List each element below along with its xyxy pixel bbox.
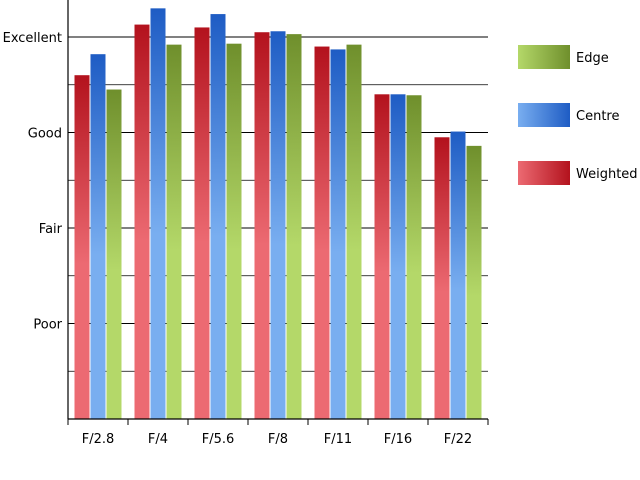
bar-weighted-f-16 (374, 94, 390, 420)
bar-edge-f-16 (406, 95, 422, 419)
y-tick-label-excellent: Excellent (3, 31, 62, 46)
bar-edge-f-8 (286, 34, 302, 419)
bar-edge-f-22 (466, 145, 482, 419)
x-tick-label-f-16: F/16 (384, 432, 412, 447)
x-tick-label-f-2-8: F/2.8 (82, 432, 115, 447)
bar-weighted-f-4 (134, 24, 150, 420)
legend-swatch-weighted (518, 161, 570, 185)
bar-centre-f-16 (390, 94, 406, 420)
bar-centre-f-2-8 (90, 54, 106, 419)
bar-centre-f-4 (150, 8, 166, 419)
y-tick-labels: Poor Fair Good Excellent (3, 31, 63, 333)
legend-swatch-centre (518, 103, 570, 127)
bar-edge-f-4 (166, 44, 182, 419)
bar-weighted-f-2-8 (74, 75, 90, 419)
bar-weighted-f-22 (434, 137, 450, 419)
bar-weighted-f-8 (254, 32, 270, 419)
bar-weighted-f-5-6 (194, 27, 210, 419)
y-tick-label-fair: Fair (39, 222, 63, 237)
bars (74, 8, 482, 420)
bar-centre-f-8 (270, 31, 286, 420)
bar-edge-f-2-8 (106, 89, 122, 420)
y-tick-label-good: Good (28, 127, 62, 142)
legend-label-weighted: Weighted (576, 167, 638, 182)
legend: Edge Centre Weighted (518, 45, 638, 185)
bar-weighted-f-11 (314, 46, 330, 420)
legend-swatch-edge (518, 45, 570, 69)
bar-centre-f-11 (330, 49, 346, 419)
x-tick-label-f-11: F/11 (324, 432, 352, 447)
x-tick-labels: F/2.8 F/4 F/5.6 F/8 F/11 F/16 F/22 (82, 432, 472, 447)
legend-label-edge: Edge (576, 51, 609, 66)
x-tick-label-f-4: F/4 (148, 432, 168, 447)
x-tick-label-f-22: F/22 (444, 432, 472, 447)
x-tick-label-f-8: F/8 (268, 432, 288, 447)
legend-label-centre: Centre (576, 109, 619, 124)
bar-edge-f-5-6 (226, 43, 242, 420)
x-tick-label-f-5-6: F/5.6 (202, 432, 235, 447)
axes (67, 0, 489, 425)
bar-edge-f-11 (346, 44, 362, 419)
bar-centre-f-5-6 (210, 14, 226, 420)
y-tick-label-poor: Poor (33, 318, 62, 333)
bar-centre-f-22 (450, 131, 466, 420)
